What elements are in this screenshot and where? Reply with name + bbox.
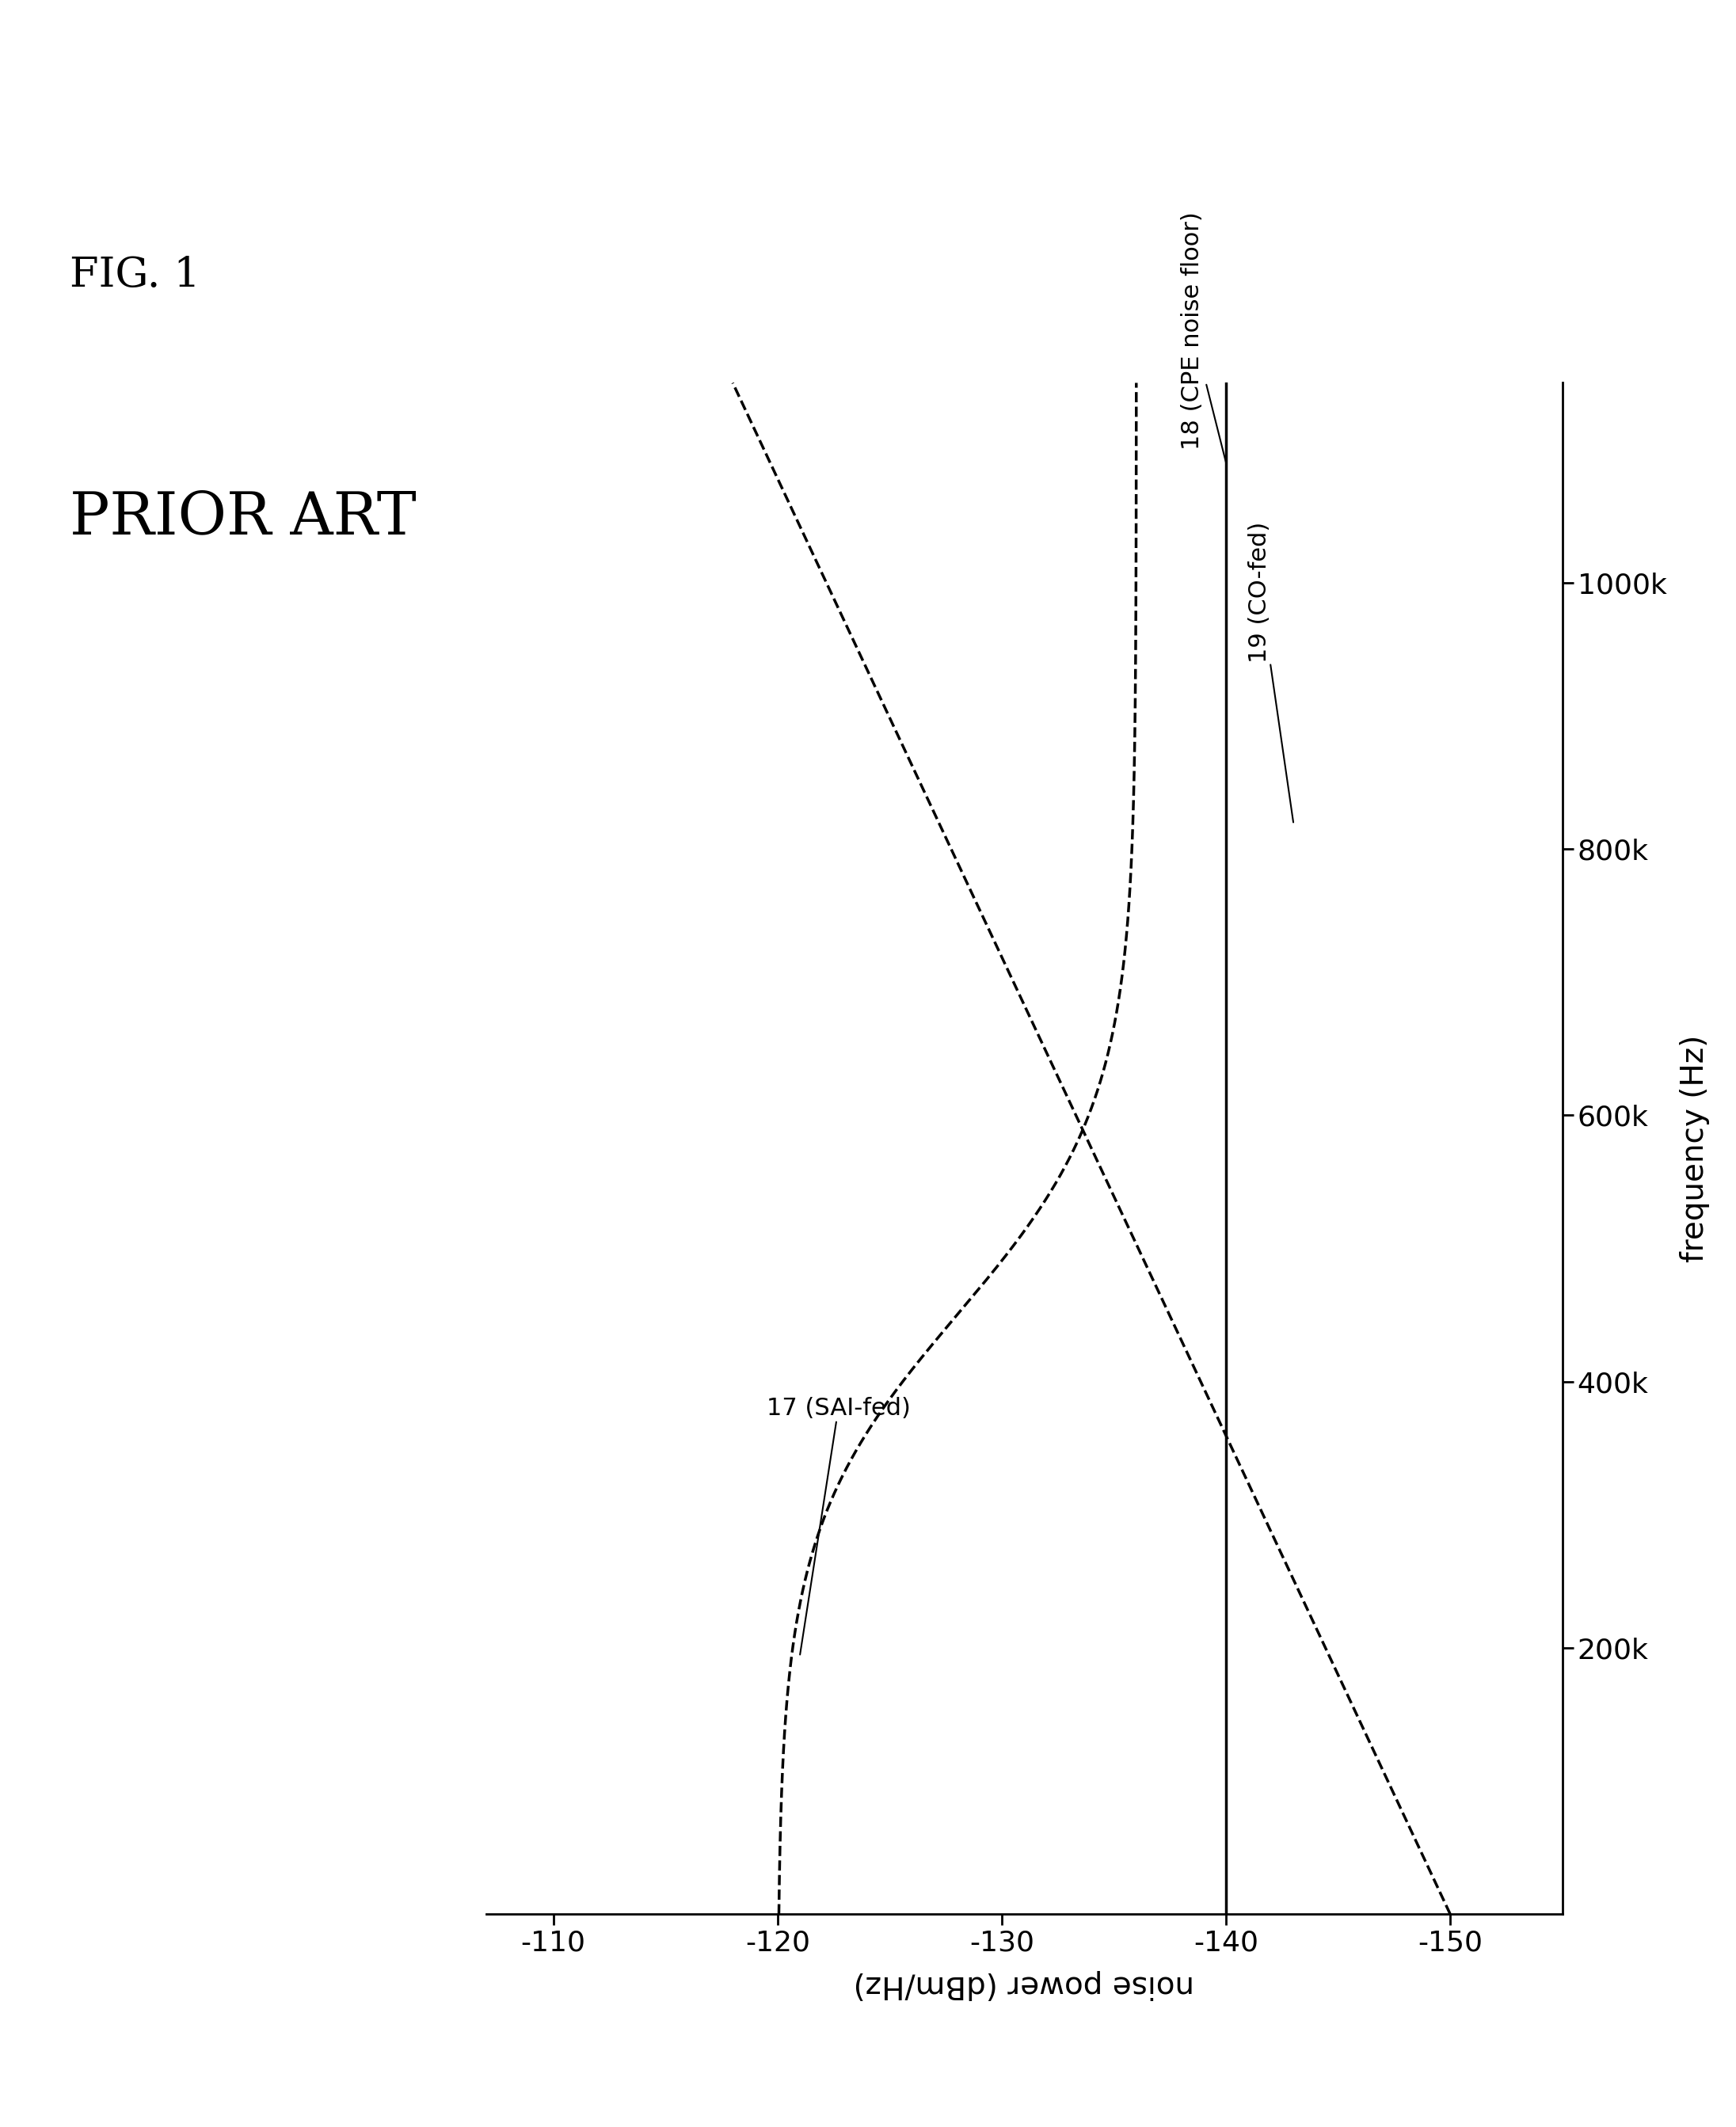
Text: 17 (SAI-fed): 17 (SAI-fed) <box>766 1397 910 1655</box>
Y-axis label: frequency (Hz): frequency (Hz) <box>1680 1036 1710 1261</box>
X-axis label: noise power (dBm/Hz): noise power (dBm/Hz) <box>854 1970 1194 1999</box>
Text: 19 (CO-fed): 19 (CO-fed) <box>1248 521 1293 823</box>
Text: 18 (CPE noise floor): 18 (CPE noise floor) <box>1180 211 1226 464</box>
Text: FIG. 1: FIG. 1 <box>69 255 200 296</box>
Text: PRIOR ART: PRIOR ART <box>69 489 417 547</box>
